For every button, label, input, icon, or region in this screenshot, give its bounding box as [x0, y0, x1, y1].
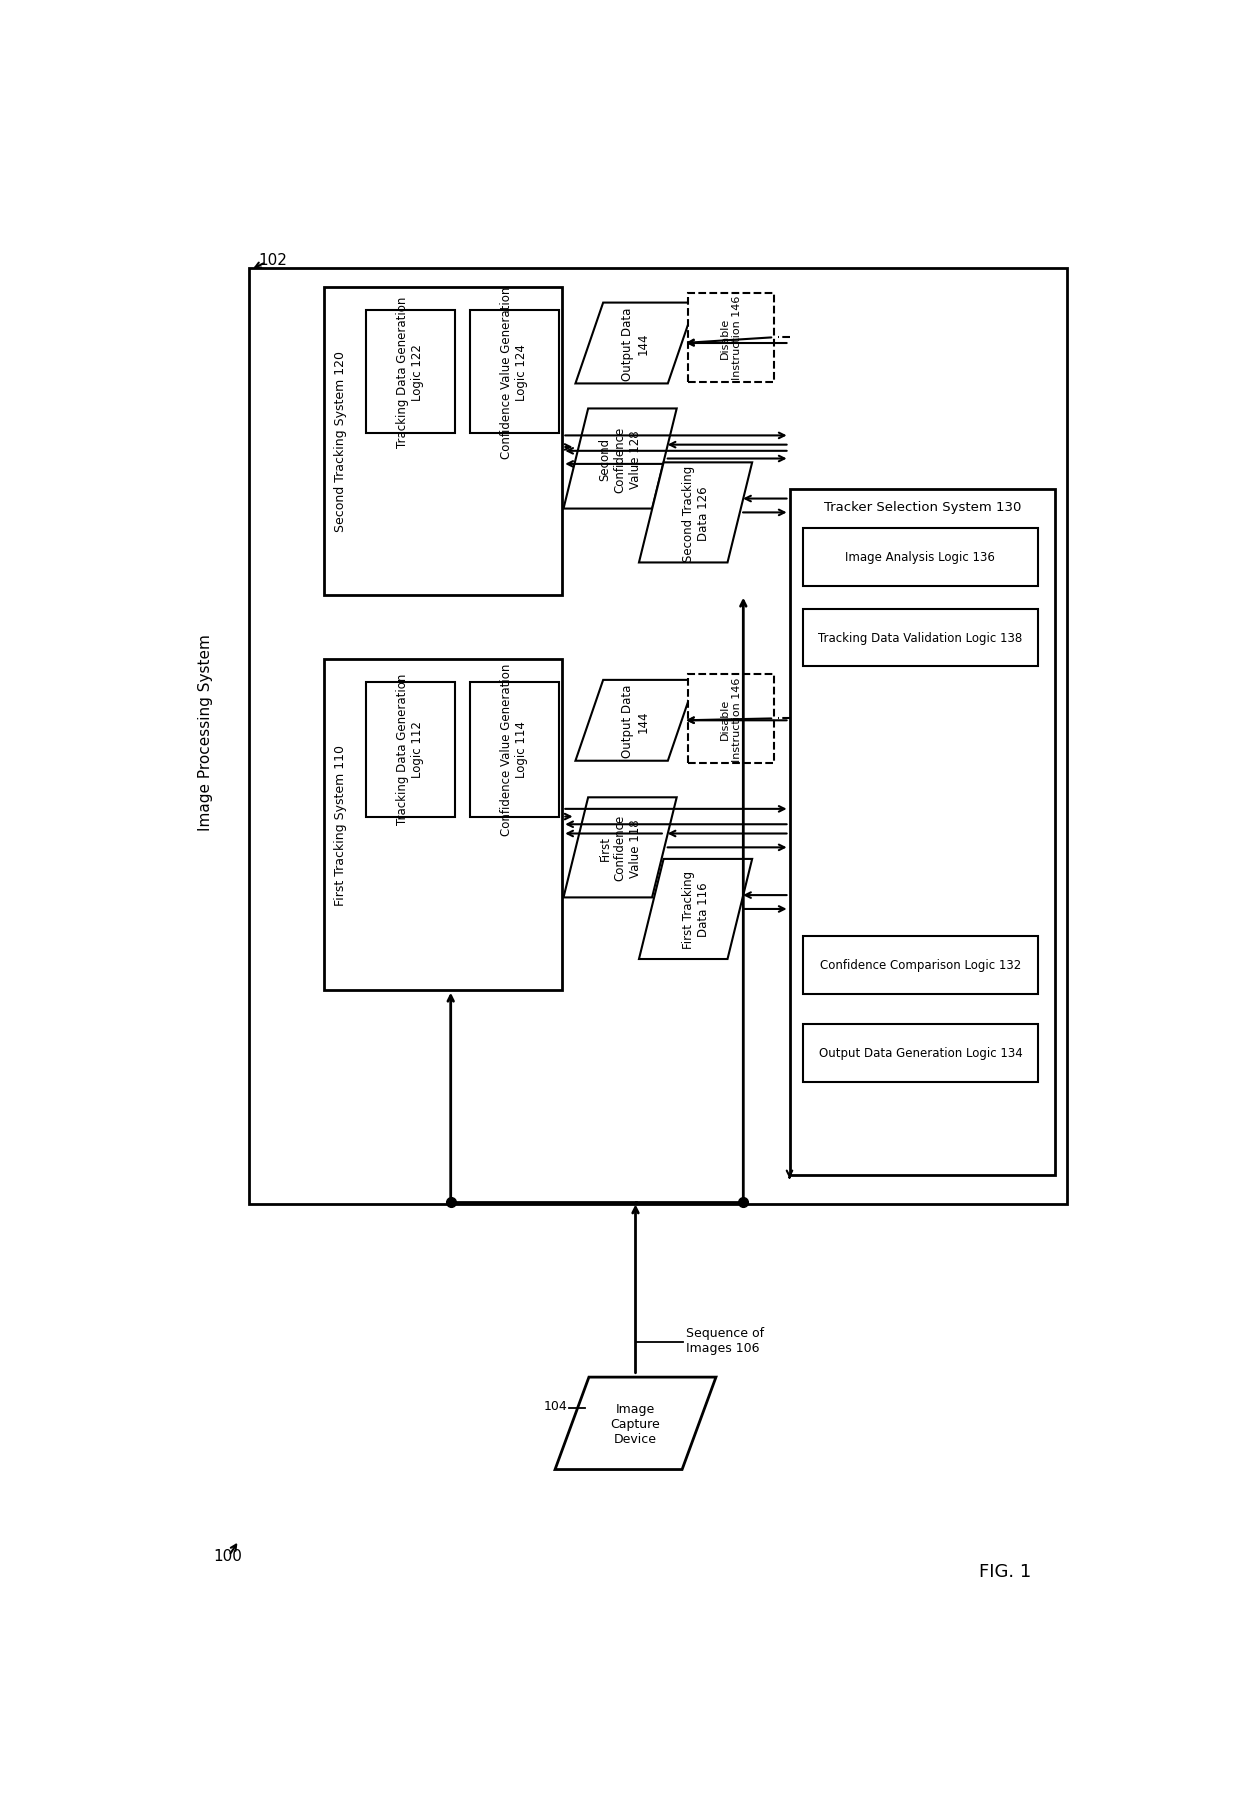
Bar	[804, 936, 1038, 994]
Text: Disable
Instruction 146: Disable Instruction 146	[720, 296, 742, 379]
Text: Tracking Data Validation Logic 138: Tracking Data Validation Logic 138	[818, 631, 1023, 645]
Text: Sequence of
Images 106: Sequence of Images 106	[686, 1326, 764, 1355]
Text: Confidence Value Generation
Logic 114: Confidence Value Generation Logic 114	[500, 663, 528, 835]
Bar	[366, 683, 455, 817]
Bar	[804, 528, 1038, 585]
Bar	[688, 295, 774, 383]
Bar	[804, 1025, 1038, 1082]
Text: 104: 104	[544, 1399, 568, 1413]
Text: Second
Confidence
Value 128: Second Confidence Value 128	[599, 426, 641, 492]
Text: First Tracking System 110: First Tracking System 110	[334, 744, 347, 905]
Text: FIG. 1: FIG. 1	[978, 1563, 1032, 1581]
Text: Confidence Value Generation
Logic 124: Confidence Value Generation Logic 124	[500, 286, 528, 459]
Bar	[688, 674, 774, 763]
Text: Output Data Generation Logic 134: Output Data Generation Logic 134	[818, 1046, 1022, 1061]
Polygon shape	[563, 799, 677, 898]
Bar	[804, 609, 1038, 667]
Polygon shape	[575, 681, 696, 761]
Bar	[324, 660, 563, 990]
Polygon shape	[639, 463, 753, 564]
Bar	[790, 490, 1055, 1175]
Bar	[249, 269, 1066, 1203]
Text: Confidence Comparison Logic 132: Confidence Comparison Logic 132	[820, 958, 1021, 972]
Text: 102: 102	[258, 253, 288, 267]
Text: Output Data
144: Output Data 144	[621, 307, 650, 381]
Bar	[470, 683, 558, 817]
Bar	[470, 311, 558, 434]
Text: First Tracking
Data 116: First Tracking Data 116	[682, 871, 709, 949]
Text: 100: 100	[213, 1549, 242, 1563]
Text: Tracker Selection System 130: Tracker Selection System 130	[823, 501, 1021, 513]
Bar	[324, 287, 563, 596]
Polygon shape	[563, 408, 677, 510]
Text: Disable
Instruction 146: Disable Instruction 146	[720, 678, 742, 761]
Text: Second Tracking
Data 126: Second Tracking Data 126	[682, 464, 709, 562]
Polygon shape	[575, 304, 696, 385]
Text: Tracking Data Generation
Logic 112: Tracking Data Generation Logic 112	[396, 674, 424, 826]
Text: Output Data
144: Output Data 144	[621, 685, 650, 757]
Bar	[366, 311, 455, 434]
Text: Tracking Data Generation
Logic 122: Tracking Data Generation Logic 122	[396, 296, 424, 448]
Polygon shape	[639, 860, 753, 960]
Text: Second Tracking System 120: Second Tracking System 120	[334, 351, 347, 531]
Text: First
Confidence
Value 118: First Confidence Value 118	[599, 815, 641, 882]
Text: Image Processing System: Image Processing System	[198, 634, 213, 831]
Polygon shape	[556, 1377, 715, 1469]
Text: Image
Capture
Device: Image Capture Device	[610, 1402, 661, 1446]
Text: Image Analysis Logic 136: Image Analysis Logic 136	[846, 551, 996, 564]
